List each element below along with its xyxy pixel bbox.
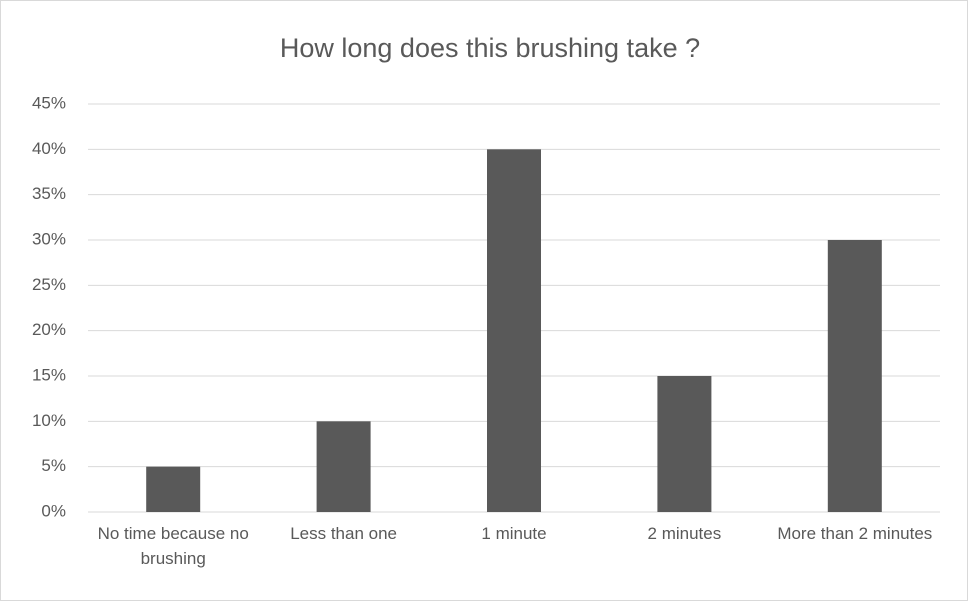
bar xyxy=(827,240,882,512)
chart-title: How long does this brushing take ? xyxy=(280,33,700,63)
x-tick-label: 2 minutes xyxy=(647,524,722,543)
y-tick-label: 10% xyxy=(32,411,66,430)
y-tick-label: 0% xyxy=(41,501,66,520)
bar xyxy=(146,466,201,512)
y-tick-label: 5% xyxy=(41,456,66,475)
y-tick-label: 25% xyxy=(32,275,66,294)
x-tick-label: 1 minute xyxy=(481,524,547,543)
bar xyxy=(487,149,541,513)
x-tick-label: No time because no brushing xyxy=(97,524,249,568)
y-tick-label: 35% xyxy=(32,184,66,203)
y-tick-label: 20% xyxy=(32,320,66,339)
x-tick-label: Less than one xyxy=(290,524,397,543)
bar xyxy=(657,376,712,512)
y-tick-label: 45% xyxy=(32,93,66,112)
y-tick-label: 30% xyxy=(32,229,66,248)
y-tick-label: 40% xyxy=(32,139,66,158)
bar xyxy=(316,421,371,512)
y-tick-label: 15% xyxy=(32,365,66,384)
x-tick-label: More than 2 minutes xyxy=(777,524,933,543)
